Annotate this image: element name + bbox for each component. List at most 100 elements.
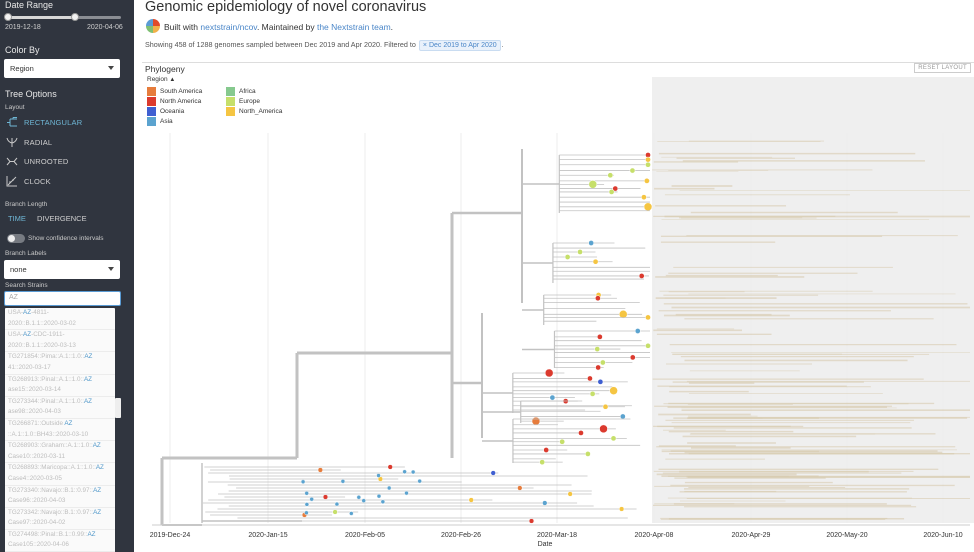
- tree-tip[interactable]: [542, 500, 548, 506]
- tree-tip[interactable]: [361, 498, 366, 503]
- tree-tip[interactable]: [634, 328, 641, 334]
- tree-tip[interactable]: [417, 478, 422, 484]
- tree-tip[interactable]: [578, 430, 584, 436]
- tree-tip[interactable]: [349, 511, 354, 516]
- tree-tip[interactable]: [612, 185, 619, 192]
- tree-tip[interactable]: [404, 490, 409, 496]
- search-suggestion-item[interactable]: USA-AZ-4811- 2020::B.1.1::2020-03-02: [5, 308, 115, 331]
- tree-tip[interactable]: [602, 403, 609, 410]
- tree-tip[interactable]: [644, 178, 650, 184]
- tree-tip[interactable]: [594, 346, 601, 352]
- tree-tip[interactable]: [340, 479, 346, 484]
- layout-rectangular[interactable]: RECTANGULAR: [6, 116, 82, 129]
- tree-tip[interactable]: [599, 359, 606, 366]
- tree-tip[interactable]: [629, 167, 636, 174]
- legend-item[interactable]: South America: [147, 87, 202, 96]
- search-suggestion-item[interactable]: TG266871::Outside AZ::A.1::1.0::BH43::20…: [5, 419, 115, 442]
- scroll-handle[interactable]: [115, 398, 121, 418]
- tree-tip[interactable]: [587, 375, 593, 382]
- search-strains-input[interactable]: AZ: [4, 291, 121, 306]
- tree-tip[interactable]: [402, 469, 407, 474]
- search-suggestion-item[interactable]: TG273344::Pinal::A.1::1.0::AZ ase98::2020…: [5, 397, 115, 419]
- legend-item[interactable]: Asia: [147, 117, 173, 126]
- date-slider-end-handle[interactable]: [71, 13, 79, 21]
- branch-length-divergence[interactable]: DIVERGENCE: [37, 214, 87, 223]
- layout-clock[interactable]: CLOCK: [6, 175, 51, 188]
- search-suggestion-item[interactable]: TG273342::Navajo::B.1::0.97::AZ Case97::2…: [5, 508, 115, 530]
- tree-tip[interactable]: [618, 506, 625, 512]
- tree-tip[interactable]: [588, 240, 595, 246]
- tree-tip[interactable]: [549, 394, 556, 401]
- date-slider-start-handle[interactable]: [4, 13, 12, 21]
- search-suggestion-item[interactable]: TG274498::Pinal::B.1::0.99::AZ Case105::2…: [5, 530, 115, 552]
- tree-tip[interactable]: [387, 464, 393, 470]
- tree-tip[interactable]: [577, 249, 583, 255]
- legend-item[interactable]: North America: [147, 97, 201, 106]
- tree-tip[interactable]: [643, 202, 653, 212]
- tree-tip[interactable]: [410, 469, 416, 475]
- search-suggestion-item[interactable]: TG273340::Navajo::B.1::0.97::AZ Case96::2…: [5, 486, 115, 508]
- tree-tip[interactable]: [531, 416, 541, 426]
- tree-tip[interactable]: [543, 447, 550, 453]
- tree-tip[interactable]: [376, 473, 381, 478]
- branch-labels-select[interactable]: none: [4, 260, 120, 279]
- tree-tip[interactable]: [376, 493, 382, 499]
- tree-tip[interactable]: [564, 254, 571, 260]
- tree-tip[interactable]: [585, 451, 591, 457]
- tree-tip[interactable]: [609, 386, 618, 395]
- tree-tip[interactable]: [638, 273, 645, 279]
- tree-tip[interactable]: [599, 424, 608, 434]
- tree-tip[interactable]: [380, 499, 386, 504]
- legend-title[interactable]: Region ▲: [147, 76, 175, 83]
- legend-item[interactable]: Oceania: [147, 107, 184, 116]
- tree-tip[interactable]: [539, 459, 546, 465]
- tree-tip[interactable]: [567, 491, 573, 497]
- tree-tip[interactable]: [619, 413, 626, 420]
- tree-tip[interactable]: [300, 479, 306, 484]
- tree-tip[interactable]: [645, 161, 651, 168]
- legend-item[interactable]: North_America: [226, 107, 282, 116]
- legend-item[interactable]: Africa: [226, 87, 256, 96]
- tree-tip[interactable]: [618, 310, 628, 319]
- tree-tip[interactable]: [645, 156, 651, 163]
- search-suggestion-item[interactable]: USA-AZ-CDC-1911- 2020::B.1.1::2020-03-13: [5, 330, 115, 353]
- nextstrain-team-link[interactable]: the Nextstrain team: [316, 22, 391, 32]
- tree-tip[interactable]: [629, 354, 636, 361]
- tree-tip[interactable]: [304, 491, 309, 496]
- tree-tip[interactable]: [597, 378, 604, 385]
- search-suggestion-item[interactable]: TG271854::Pima::A.1::1.0::AZ 41::2020-03-…: [5, 352, 115, 375]
- tree-tip[interactable]: [645, 342, 651, 349]
- tree-tip[interactable]: [309, 497, 314, 502]
- search-suggestion-item[interactable]: TG268913::Pinal::A.1::1.0::AZ ase15::2020…: [5, 375, 115, 397]
- tree-tip[interactable]: [517, 485, 523, 491]
- tree-tip[interactable]: [304, 502, 310, 507]
- confidence-toggle[interactable]: [7, 234, 25, 243]
- layout-unrooted[interactable]: UNROOTED: [6, 155, 69, 168]
- tree-tip[interactable]: [597, 334, 603, 340]
- tree-tip[interactable]: [317, 467, 324, 473]
- tree-tip[interactable]: [322, 494, 329, 500]
- tree-tip[interactable]: [588, 180, 598, 189]
- tree-tip[interactable]: [304, 510, 309, 515]
- branch-length-time[interactable]: TIME: [8, 214, 26, 223]
- tree-tip[interactable]: [610, 435, 617, 442]
- date-filter-chip[interactable]: × Dec 2019 to Apr 2020: [418, 40, 501, 51]
- tree-tip[interactable]: [595, 295, 601, 302]
- tree-tip[interactable]: [332, 509, 338, 515]
- tree-tip[interactable]: [595, 364, 601, 371]
- tree-tip[interactable]: [589, 391, 596, 397]
- tree-tip[interactable]: [559, 438, 565, 445]
- tree-tip[interactable]: [645, 314, 651, 321]
- legend-item[interactable]: Europe: [226, 97, 260, 106]
- tree-tip[interactable]: [528, 518, 535, 524]
- phylogeny-tree[interactable]: 2019-Dec-24 2020-Jan-15 2020-Feb-05 2020-Fe…: [142, 63, 974, 552]
- nextstrain-ncov-link[interactable]: nextstrain/ncov: [200, 22, 257, 32]
- tree-tip[interactable]: [468, 497, 474, 503]
- layout-radial[interactable]: RADIAL: [6, 136, 52, 149]
- tree-tip[interactable]: [608, 189, 615, 195]
- tree-tip[interactable]: [544, 368, 554, 378]
- tree-tip[interactable]: [386, 485, 392, 491]
- tree-tip[interactable]: [490, 470, 496, 476]
- search-suggestion-item[interactable]: TG268903::Graham::A.1::1.0::AZ Case10::20…: [5, 441, 115, 464]
- tree-tip[interactable]: [356, 495, 362, 500]
